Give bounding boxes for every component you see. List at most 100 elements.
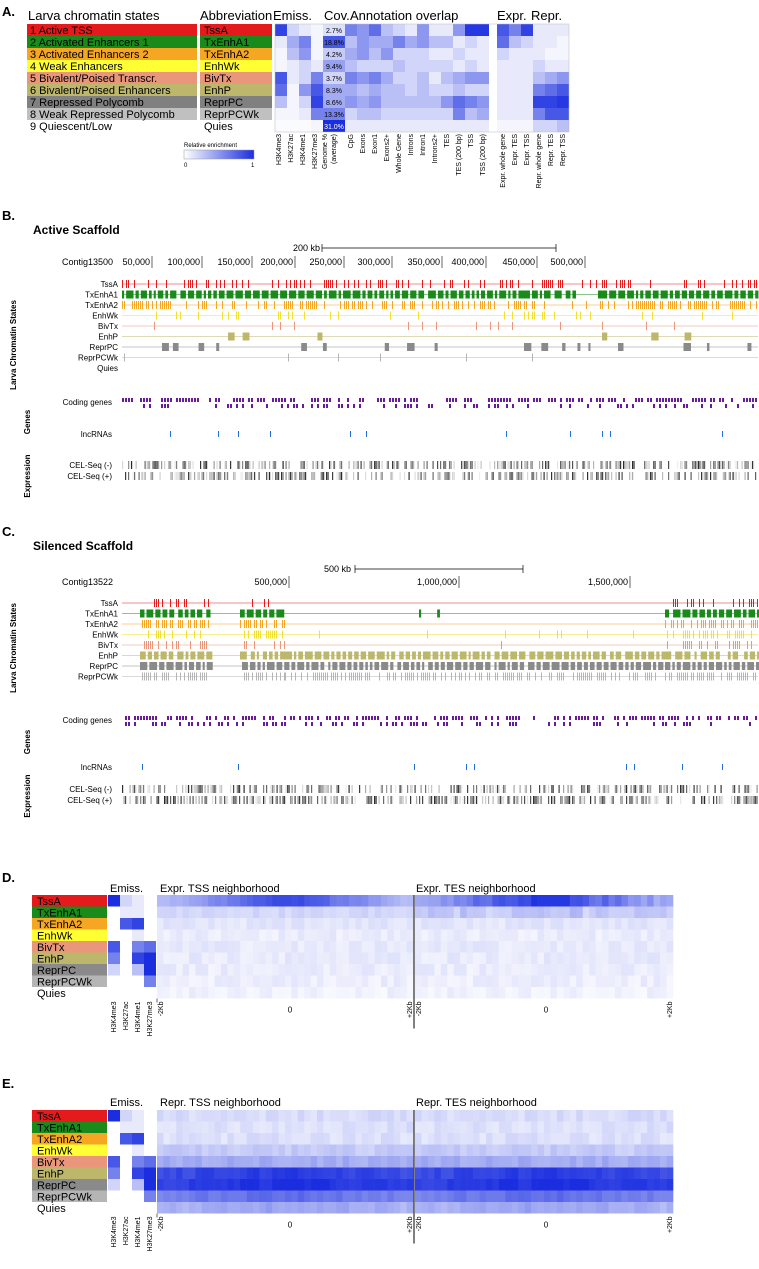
state-mark <box>194 672 195 681</box>
expression-mark <box>453 461 455 469</box>
neighborhood-cell <box>563 1202 571 1214</box>
gene-mark <box>176 716 178 720</box>
state-mark <box>278 280 279 288</box>
expression-mark <box>470 461 472 469</box>
expression-mark <box>567 461 569 469</box>
neighborhood-cell <box>576 1167 583 1179</box>
expression-mark <box>225 796 227 804</box>
track-label: BivTx <box>98 322 118 331</box>
neighborhood-cell <box>387 1133 395 1145</box>
state-mark <box>604 280 605 288</box>
state-mark <box>391 651 396 660</box>
gene-mark <box>347 716 349 720</box>
expression-mark <box>353 461 355 469</box>
state-mark <box>280 290 288 299</box>
state-mark <box>694 301 695 309</box>
state-mark <box>332 662 338 670</box>
neighborhood-cell <box>323 1179 331 1191</box>
tick-label: 150,000 <box>217 257 250 267</box>
tick-label: 450,000 <box>502 257 535 267</box>
neighborhood-cell <box>602 987 609 999</box>
neighborhood-cell <box>336 895 343 907</box>
neighborhood-cell <box>221 929 228 941</box>
state-mark <box>178 609 183 618</box>
state-mark <box>486 651 491 660</box>
neighborhood-cell <box>374 941 382 953</box>
neighborhood-cell <box>524 1110 532 1122</box>
gene-mark <box>368 716 370 720</box>
expression-mark <box>680 785 682 793</box>
state-mark <box>220 280 221 288</box>
state-mark <box>196 672 197 681</box>
neighborhood-cell <box>608 1121 616 1133</box>
gene-mark <box>512 722 514 726</box>
expression-mark <box>557 472 559 480</box>
neighborhood-cell <box>660 952 667 964</box>
gene-mark <box>653 716 655 720</box>
state-mark <box>417 651 421 660</box>
expression-mark <box>251 472 253 480</box>
neighborhood-cell <box>485 987 493 999</box>
expression-mark <box>390 472 392 480</box>
expression-mark <box>474 796 476 804</box>
expression-mark <box>717 796 719 804</box>
emission-cell <box>108 1167 120 1179</box>
expression-mark <box>312 461 314 469</box>
emission-cell <box>132 1133 144 1145</box>
gene-mark <box>293 404 295 408</box>
emission-cell <box>132 941 144 953</box>
heatmap-cell <box>429 84 441 96</box>
expression-mark <box>509 796 511 804</box>
state-mark <box>148 620 149 628</box>
neighborhood-cell <box>666 1144 674 1156</box>
state-mark <box>297 662 305 670</box>
neighborhood-cell <box>169 941 177 953</box>
neighborhood-cell <box>524 906 532 918</box>
state-mark <box>122 280 123 288</box>
gene-mark <box>707 716 709 720</box>
state-mark <box>390 662 394 670</box>
state-mark <box>315 290 323 299</box>
state-mark <box>512 322 513 330</box>
gene-mark <box>395 722 397 726</box>
state-mark <box>462 301 463 309</box>
neighborhood-cell <box>336 1190 343 1202</box>
gene-mark <box>617 722 619 726</box>
neighborhood-cell <box>227 1190 235 1202</box>
heatmap-cell <box>287 36 299 48</box>
emission-cell <box>132 906 144 918</box>
gene-mark <box>242 404 244 408</box>
state-mark <box>454 301 455 309</box>
expression-mark <box>738 472 740 480</box>
expression-mark <box>557 461 559 469</box>
neighborhood-cell <box>434 929 442 941</box>
state-mark <box>480 290 486 299</box>
state-mark <box>733 620 734 628</box>
state-mark <box>421 672 422 681</box>
lncrna-mark <box>238 764 239 770</box>
expression-mark <box>290 796 292 804</box>
neighborhood-cell <box>479 1156 487 1168</box>
state-mark <box>186 599 187 607</box>
state-mark <box>742 301 743 309</box>
panel-b-letter: B. <box>2 208 15 223</box>
expression-mark <box>321 472 323 480</box>
neighborhood-cell <box>406 1121 414 1133</box>
neighborhood-cell <box>614 1121 622 1133</box>
expression-mark <box>428 796 430 804</box>
neighborhood-cell <box>421 975 429 987</box>
state-label: EnhP <box>37 1169 64 1181</box>
expression-mark <box>380 472 382 480</box>
expression-mark <box>194 472 196 480</box>
state-mark <box>417 672 418 681</box>
neighborhood-cell <box>608 1133 616 1145</box>
expression-mark <box>282 461 284 469</box>
legend-min: 0 <box>184 163 188 169</box>
expression-mark <box>177 472 179 480</box>
expression-mark <box>288 472 290 480</box>
neighborhood-cell <box>169 1110 177 1122</box>
expression-mark <box>252 785 254 793</box>
neighborhood-cell <box>310 964 318 976</box>
coverage-value: 31.0% <box>324 124 344 131</box>
neighborhood-cell <box>614 895 622 907</box>
